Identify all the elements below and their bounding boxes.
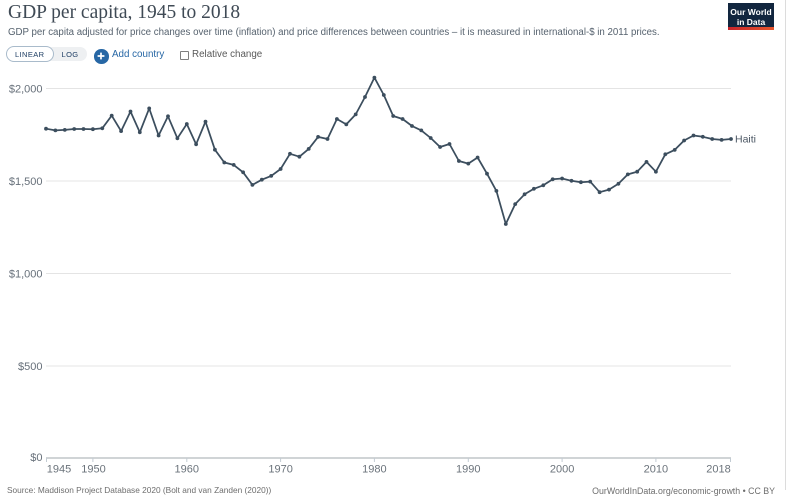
- svg-text:1960: 1960: [175, 464, 199, 476]
- svg-text:$0: $0: [30, 452, 42, 464]
- svg-text:1990: 1990: [456, 464, 480, 476]
- svg-text:1970: 1970: [268, 464, 292, 476]
- svg-text:$2,000: $2,000: [9, 84, 43, 96]
- svg-text:2018: 2018: [706, 464, 730, 476]
- svg-text:1950: 1950: [81, 464, 105, 476]
- svg-text:2010: 2010: [644, 464, 668, 476]
- svg-text:1945: 1945: [47, 464, 71, 476]
- svg-text:2000: 2000: [550, 464, 574, 476]
- svg-text:$500: $500: [18, 361, 42, 373]
- svg-text:Haiti: Haiti: [735, 134, 756, 146]
- svg-text:$1,000: $1,000: [9, 269, 43, 281]
- svg-text:$1,500: $1,500: [9, 176, 43, 188]
- svg-text:1980: 1980: [362, 464, 386, 476]
